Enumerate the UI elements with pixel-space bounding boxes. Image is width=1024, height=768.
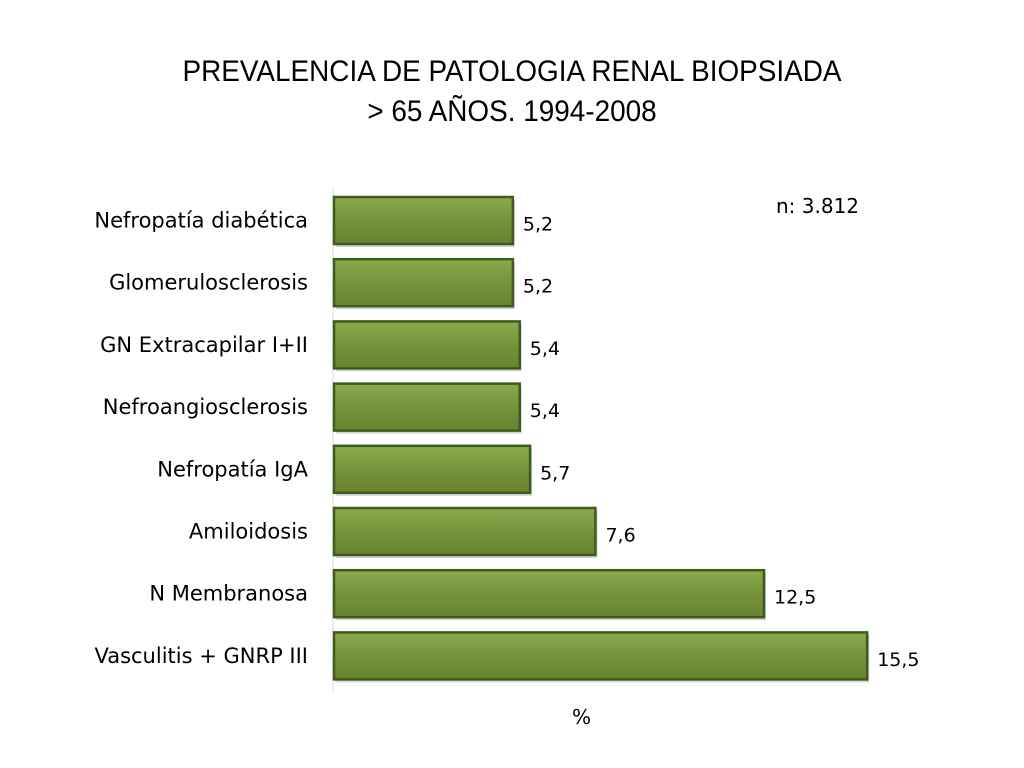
category-label: GN Extracapilar I+II: [100, 333, 308, 357]
bar: [332, 444, 532, 495]
category-label: Vasculitis + GNRP III: [94, 644, 308, 668]
category-label: Nefropatía IgA: [157, 457, 308, 481]
bar: [332, 506, 597, 557]
bar: [332, 257, 515, 308]
category-label: N Membranosa: [149, 582, 308, 606]
bar: [332, 382, 522, 432]
value-label: 12,5: [774, 587, 816, 609]
x-axis-unit-label: %: [572, 705, 592, 729]
bar: [332, 568, 766, 619]
bar: [332, 320, 522, 370]
value-label: 5,2: [523, 276, 553, 298]
chart-title-line-2: > 65 AÑOS. 1994-2008: [367, 95, 657, 128]
category-label: Nefropatía diabética: [94, 209, 308, 233]
chart-title: PREVALENCIA DE PATOLOGIA RENAL BIOPSIADA…: [36, 52, 988, 132]
bar: [332, 195, 515, 246]
bars-group: Nefropatía diabética 5,2 Glomerulosclerosi…: [94, 195, 920, 683]
category-label: Nefroangiosclerosis: [103, 395, 308, 419]
value-label: 5,2: [523, 214, 553, 236]
chart-title-line-1: PREVALENCIA DE PATOLOGIA RENAL BIOPSIADA: [182, 55, 842, 88]
sample-size-annotation: n: 3.812: [776, 194, 860, 218]
value-label: 5,7: [540, 462, 570, 484]
bar: [332, 631, 869, 681]
value-label: 7,6: [605, 525, 635, 547]
category-label: Amiloidosis: [189, 520, 308, 544]
value-label: 5,4: [530, 338, 560, 360]
value-label: 15,5: [877, 649, 919, 671]
value-label: 5,4: [530, 400, 560, 422]
category-label: Glomerulosclerosis: [109, 271, 308, 295]
